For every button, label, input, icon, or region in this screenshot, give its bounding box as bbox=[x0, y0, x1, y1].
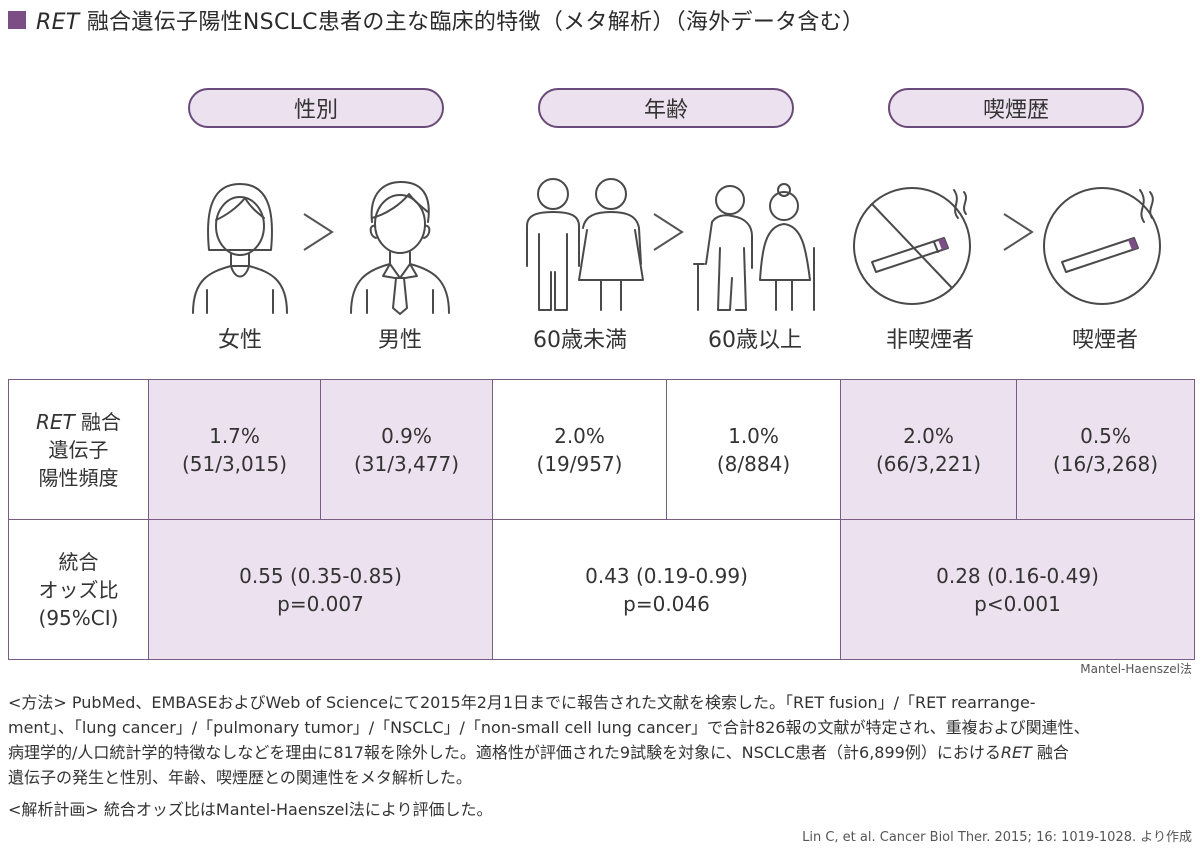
page-title: RET 融合遺伝子陽性NSCLC患者の主な臨床的特徴（メタ解析）（海外データ含む… bbox=[8, 4, 864, 36]
cell-male-frequency: 0.9% (31/3,477) bbox=[320, 379, 493, 520]
cell-under60-frequency: 2.0% (19/957) bbox=[492, 379, 667, 520]
greater-than-icon bbox=[303, 213, 334, 251]
title-marker-square bbox=[8, 11, 26, 29]
female-icon bbox=[192, 183, 288, 314]
young-couple-icon bbox=[526, 178, 644, 311]
cell-female-frequency: 1.7% (51/3,015) bbox=[148, 379, 321, 520]
title-text: RET 融合遺伝子陽性NSCLC患者の主な臨床的特徴（メタ解析）（海外データ含む… bbox=[36, 10, 865, 35]
label-male: 男性 bbox=[377, 328, 422, 353]
cell-smoking-odds-ratio: 0.28 (0.16-0.49) p<0.001 bbox=[840, 519, 1195, 660]
methods-paragraph: <方法> PubMed、EMBASEおよびWeb of Scienceにて201… bbox=[8, 693, 1090, 787]
analysis-plan: <解析計画> 統合オッズ比はMantel-Haenszel法により評価した。 bbox=[8, 800, 493, 819]
citation: Lin C, et al. Cancer Biol Ther. 2015; 16… bbox=[802, 830, 1192, 845]
elderly-couple-icon bbox=[693, 183, 815, 311]
label-non-smoker: 非喫煙者 bbox=[885, 328, 974, 353]
greater-than-icon bbox=[1003, 213, 1034, 251]
label-female: 女性 bbox=[217, 328, 262, 353]
no-smoking-icon bbox=[853, 187, 971, 305]
cell-age-odds-ratio: 0.43 (0.19-0.99) p=0.046 bbox=[492, 519, 841, 660]
method-note: Mantel-Haenszel法 bbox=[1080, 662, 1192, 676]
table-row-odds-ratio: 統合 オッズ比 (95%CI) 0.55 (0.35-0.85) p=0.007 … bbox=[8, 519, 1195, 660]
label-smoker: 喫煙者 bbox=[1071, 328, 1138, 353]
cell-nonsmoker-frequency: 2.0% (66/3,221) bbox=[840, 379, 1017, 520]
cell-over60-frequency: 1.0% (8/884) bbox=[666, 379, 841, 520]
cell-smoker-frequency: 0.5% (16/3,268) bbox=[1016, 379, 1195, 520]
row-header-frequency: RET 融合 遺伝子 陽性頻度 bbox=[8, 379, 149, 520]
category-pill-sex: 性別 bbox=[188, 88, 444, 128]
label-60-and-over: 60歳以上 bbox=[708, 328, 802, 353]
category-pill-age: 年齢 bbox=[538, 88, 794, 128]
cell-sex-odds-ratio: 0.55 (0.35-0.85) p=0.007 bbox=[148, 519, 493, 660]
label-under-60: 60歳未満 bbox=[533, 328, 627, 353]
male-icon bbox=[350, 181, 450, 315]
category-pill-smoking: 喫煙歴 bbox=[888, 88, 1144, 128]
smoking-icon bbox=[1043, 187, 1161, 305]
greater-than-icon bbox=[653, 213, 684, 251]
row-header-odds-ratio: 統合 オッズ比 (95%CI) bbox=[8, 519, 149, 660]
results-table: RET 融合 遺伝子 陽性頻度 1.7% (51/3,015) 0.9% (31/3… bbox=[8, 379, 1195, 660]
table-row-frequency: RET 融合 遺伝子 陽性頻度 1.7% (51/3,015) 0.9% (31/3… bbox=[8, 379, 1195, 520]
